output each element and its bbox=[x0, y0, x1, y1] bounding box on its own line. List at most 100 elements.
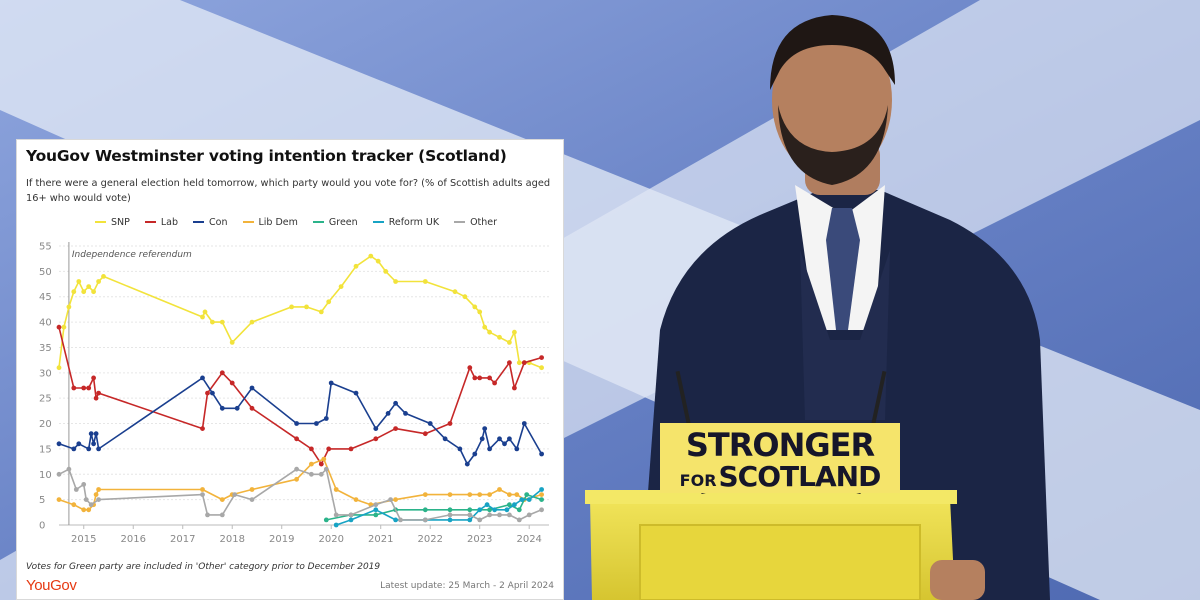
data-point bbox=[83, 497, 89, 502]
data-point bbox=[422, 492, 428, 497]
data-point bbox=[452, 289, 458, 295]
legend-swatch bbox=[193, 221, 205, 223]
chart-legend: SNP Lab Con Lib Dem Green Reform UK Other bbox=[95, 215, 497, 229]
data-point bbox=[422, 279, 428, 284]
data-point bbox=[373, 426, 379, 431]
data-point bbox=[93, 492, 99, 497]
data-point bbox=[86, 446, 92, 452]
data-point bbox=[56, 365, 62, 371]
data-point bbox=[229, 380, 235, 386]
legend-item: Con bbox=[193, 216, 228, 228]
data-point bbox=[96, 446, 101, 452]
data-point bbox=[353, 497, 359, 502]
data-point bbox=[539, 492, 544, 497]
data-point bbox=[447, 507, 453, 513]
data-point bbox=[71, 385, 77, 391]
data-point bbox=[526, 512, 532, 518]
data-point bbox=[393, 279, 398, 284]
hands bbox=[930, 560, 985, 600]
data-point bbox=[472, 304, 478, 310]
data-point bbox=[497, 487, 502, 492]
data-point bbox=[76, 279, 82, 284]
legend-item: Lib Dem bbox=[242, 217, 298, 228]
data-point bbox=[96, 487, 101, 492]
data-point bbox=[442, 436, 448, 442]
data-point bbox=[219, 497, 225, 502]
podium-sign: STRONGER FORSCOTLAND bbox=[660, 423, 900, 493]
data-point bbox=[56, 441, 62, 447]
data-point bbox=[487, 329, 492, 335]
data-point bbox=[73, 487, 79, 492]
data-point bbox=[309, 446, 314, 452]
chart-title: YouGov Westminster voting intention trac… bbox=[26, 147, 507, 165]
legend-label: SNP bbox=[111, 216, 130, 228]
data-point bbox=[472, 375, 478, 381]
data-point bbox=[314, 421, 319, 426]
data-point bbox=[353, 263, 359, 269]
data-point bbox=[447, 492, 453, 497]
x-tick-label: 2021 bbox=[368, 534, 393, 545]
data-point bbox=[338, 284, 344, 289]
data-point bbox=[467, 517, 473, 523]
data-point bbox=[497, 436, 502, 442]
data-point bbox=[487, 492, 492, 497]
data-point bbox=[219, 405, 225, 411]
data-point bbox=[323, 416, 329, 421]
latest-update: Latest update: 25 March - 2 April 2024 bbox=[380, 581, 554, 591]
data-point bbox=[200, 492, 205, 497]
y-tick-label: 40 bbox=[39, 318, 52, 329]
data-point bbox=[234, 405, 240, 411]
data-point bbox=[56, 324, 62, 330]
data-point bbox=[507, 512, 512, 518]
x-tick-label: 2023 bbox=[467, 534, 492, 545]
data-point bbox=[462, 294, 468, 300]
y-tick-label: 55 bbox=[39, 242, 52, 253]
x-tick-label: 2020 bbox=[318, 534, 343, 545]
legend-item: SNP bbox=[95, 217, 130, 228]
data-point bbox=[467, 512, 473, 518]
data-point bbox=[472, 451, 478, 457]
data-point bbox=[96, 497, 101, 502]
data-point bbox=[88, 502, 94, 508]
data-point bbox=[348, 517, 354, 523]
sign-word-for: FOR bbox=[679, 471, 717, 490]
data-point bbox=[205, 390, 210, 396]
data-point bbox=[422, 507, 428, 513]
data-point bbox=[467, 365, 473, 371]
data-point bbox=[86, 284, 92, 289]
data-point bbox=[294, 421, 299, 426]
data-point bbox=[393, 497, 398, 502]
data-point bbox=[318, 461, 324, 467]
data-point bbox=[492, 507, 497, 513]
chart-plot: 0 5 10 15 20 25 30 35 40 45 50 55 2015 2016 2017 2018 20… bbox=[39, 242, 549, 545]
x-tick-label: 2018 bbox=[220, 534, 245, 545]
annotation-label: Independence referendum bbox=[72, 250, 192, 260]
data-point bbox=[219, 370, 225, 376]
data-point bbox=[482, 324, 488, 330]
data-point bbox=[86, 507, 92, 513]
data-point bbox=[427, 421, 433, 426]
data-point bbox=[200, 487, 205, 492]
beard bbox=[778, 105, 888, 185]
data-point bbox=[326, 446, 332, 452]
data-point bbox=[487, 512, 492, 518]
sign-word-scotland: SCOTLAND bbox=[718, 460, 882, 493]
y-tick-label: 25 bbox=[39, 394, 52, 405]
data-point bbox=[71, 502, 77, 508]
legend-label: Con bbox=[209, 216, 228, 228]
data-point bbox=[479, 436, 485, 442]
data-point bbox=[398, 517, 403, 523]
data-point bbox=[333, 522, 339, 528]
data-point bbox=[539, 507, 544, 513]
data-point bbox=[205, 512, 210, 518]
data-point bbox=[482, 426, 488, 431]
data-point bbox=[304, 304, 309, 310]
data-point bbox=[323, 466, 329, 472]
y-tick-label: 50 bbox=[39, 267, 52, 278]
data-point bbox=[388, 497, 393, 502]
data-point bbox=[393, 517, 398, 523]
data-point bbox=[512, 502, 517, 508]
data-point bbox=[249, 405, 255, 411]
data-point bbox=[219, 319, 225, 325]
series-line bbox=[58, 255, 542, 369]
